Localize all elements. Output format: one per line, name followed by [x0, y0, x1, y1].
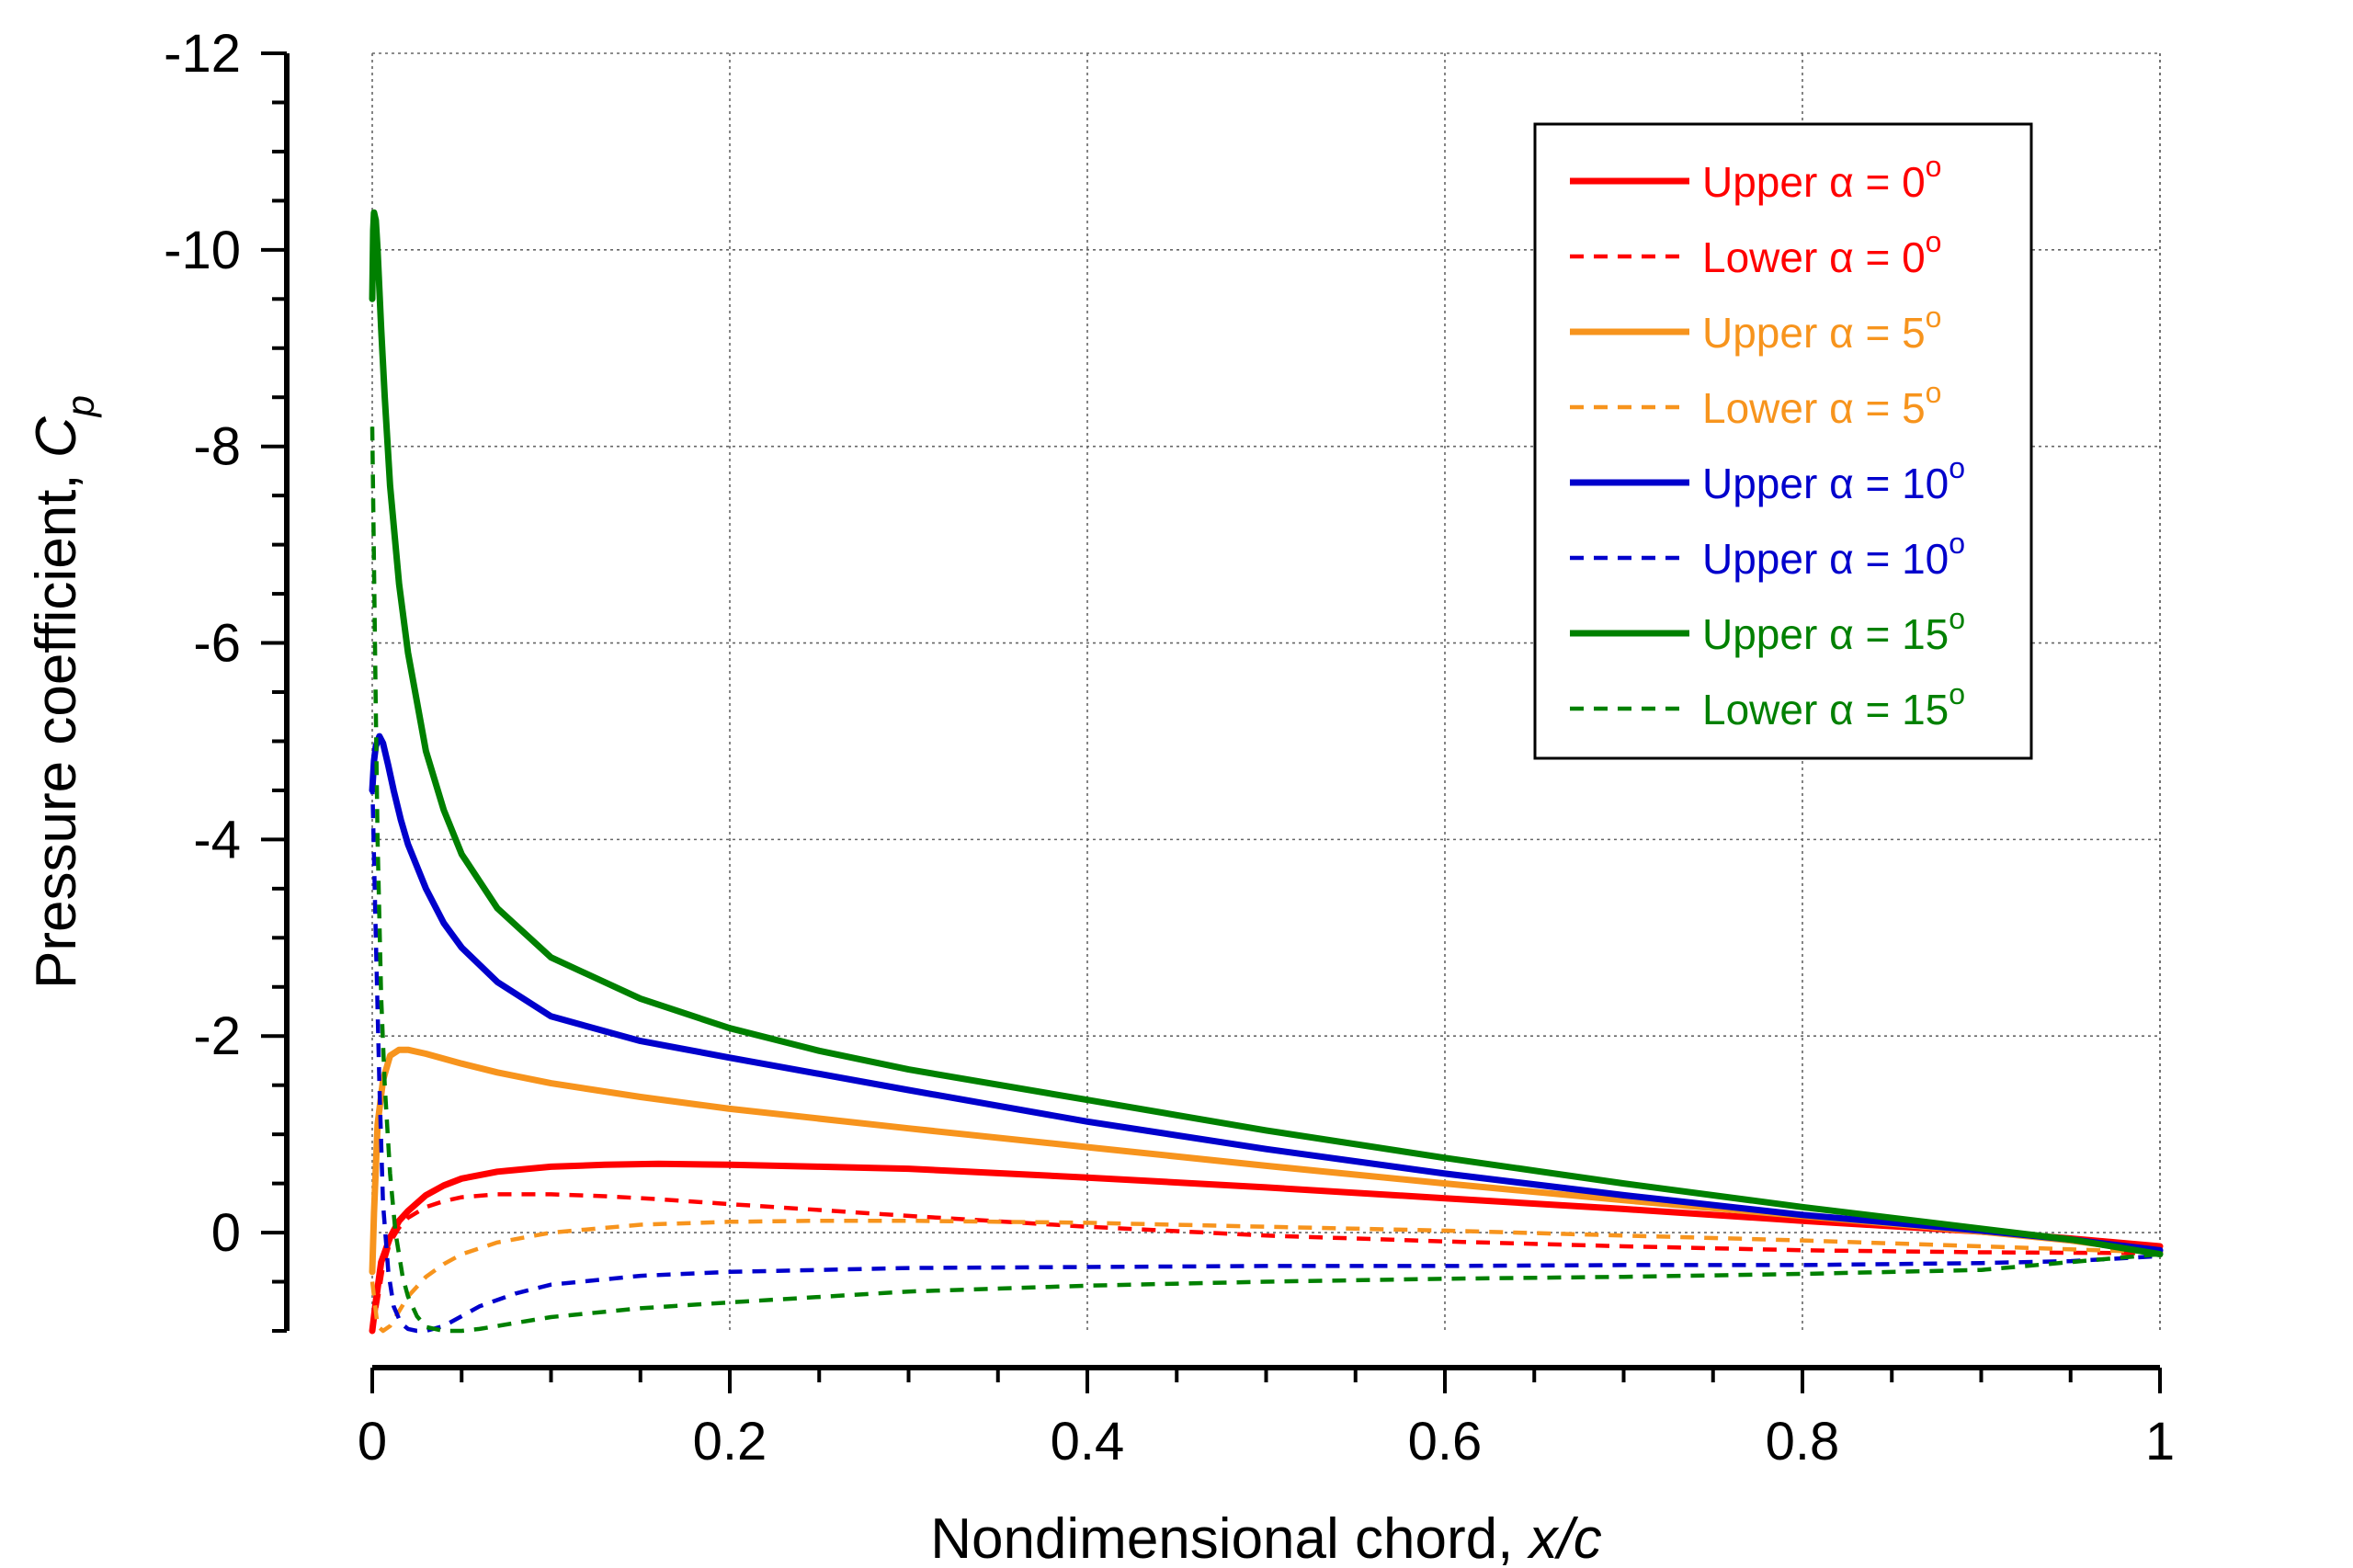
- x-tick-label: 1: [2145, 1412, 2175, 1471]
- legend-label-superscript: o: [1949, 677, 1965, 710]
- axis-titles: Nondimensional chord, x/c Pressure coeff…: [25, 395, 1602, 1568]
- legend-label-superscript: o: [1926, 301, 1942, 334]
- y-axis-title-symbol: C: [25, 415, 88, 458]
- x-tick-label: 0.2: [693, 1412, 767, 1471]
- y-axis-title-text: Pressure coefficient,: [25, 458, 88, 989]
- legend-label: Lower α = 0o: [1702, 225, 1941, 281]
- series-line-1: [369, 1192, 2161, 1332]
- legend-label-text: Upper α = 15: [1702, 610, 1949, 658]
- x-axis-title: Nondimensional chord, x/c: [930, 1507, 1602, 1568]
- y-axis-title: Pressure coefficient, Cp: [25, 395, 102, 989]
- legend-label-superscript: o: [1926, 225, 1942, 258]
- x-tick-label: 0: [358, 1412, 387, 1471]
- x-tick-label: 0.4: [1051, 1412, 1125, 1471]
- series-line-4: [369, 733, 2164, 1254]
- y-tick-label: -4: [193, 810, 241, 869]
- legend-label-superscript: o: [1949, 451, 1965, 484]
- tick-labels: -12 -10 -8 -6 -4 -2 0 0 0.2 0.4 0.6 0.8 1: [164, 24, 2175, 1471]
- legend-label-superscript: o: [1949, 527, 1965, 560]
- legend-label-text: Upper α = 0: [1702, 158, 1926, 206]
- y-tick-label: 0: [211, 1203, 241, 1263]
- legend-label-text: Lower α = 5: [1702, 384, 1926, 432]
- x-tick-label: 0.8: [1766, 1412, 1840, 1471]
- legend-label-superscript: o: [1949, 602, 1965, 635]
- y-tick-label: -10: [164, 221, 241, 280]
- legend-label-text: Lower α = 15: [1702, 686, 1949, 733]
- legend-label: Lower α = 15o: [1702, 677, 1965, 733]
- series-line-7: [369, 426, 2161, 1334]
- legend-label: Upper α = 0o: [1702, 150, 1941, 206]
- series-line-0: [369, 1160, 2164, 1335]
- legend-label: Upper α = 15o: [1702, 602, 1965, 658]
- x-axis-title-text: Nondimensional chord,: [930, 1507, 1529, 1568]
- x-tick-label: 0.6: [1408, 1412, 1483, 1471]
- series-line-5: [369, 780, 2161, 1334]
- axes: [261, 51, 2162, 1393]
- legend-label: Lower α = 5o: [1702, 376, 1941, 432]
- legend-label-text: Upper α = 10: [1702, 460, 1949, 507]
- y-tick-label: -2: [193, 1006, 241, 1066]
- legend-label-text: Upper α = 5: [1702, 309, 1926, 357]
- y-tick-label: -8: [193, 417, 241, 477]
- legend-label: Upper α = 5o: [1702, 301, 1941, 357]
- legend-label-text: Upper α = 10: [1702, 535, 1949, 583]
- series-line-6: [369, 209, 2164, 1258]
- x-axis-title-italic: x/c: [1527, 1507, 1602, 1568]
- y-axis-title-subscript: p: [59, 395, 102, 418]
- series-line-2: [369, 1046, 2164, 1276]
- legend-label-superscript: o: [1926, 376, 1942, 409]
- legend-box: [1533, 122, 2033, 760]
- legend-label: Upper α = 10o: [1702, 451, 1965, 507]
- legend-label: Upper α = 10o: [1702, 527, 1965, 583]
- legend-label-text: Lower α = 0: [1702, 233, 1926, 281]
- legend-label-superscript: o: [1926, 150, 1942, 183]
- y-tick-label: -6: [193, 614, 241, 674]
- y-tick-label: -12: [164, 24, 241, 84]
- series-lines: [369, 209, 2164, 1335]
